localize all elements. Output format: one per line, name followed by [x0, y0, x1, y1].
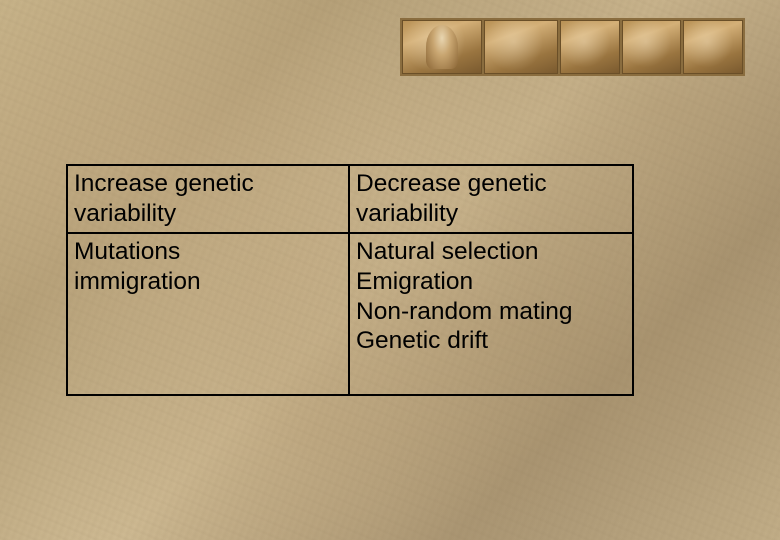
col-body-decrease: Natural selection Emigration Non-random … — [350, 234, 632, 394]
portrait-shape — [426, 25, 458, 69]
body-text: Non-random mating — [356, 297, 626, 327]
variability-table: Increase genetic variability Mutations i… — [66, 164, 634, 396]
header-panel-4 — [622, 20, 682, 74]
header-image-band — [400, 18, 745, 76]
header-panel-3 — [560, 20, 620, 74]
header-panel-portrait — [402, 20, 482, 74]
header-panel-2 — [484, 20, 559, 74]
table-col-increase: Increase genetic variability Mutations i… — [68, 166, 350, 394]
body-text: Mutations — [74, 237, 342, 267]
body-text: Emigration — [356, 267, 626, 297]
body-text: Natural selection — [356, 237, 626, 267]
col-header-increase: Increase genetic variability — [68, 166, 348, 234]
table-col-decrease: Decrease genetic variability Natural sel… — [350, 166, 632, 394]
col-body-increase: Mutations immigration — [68, 234, 348, 394]
header-text: Decrease genetic — [356, 169, 626, 199]
header-text: Increase genetic — [74, 169, 342, 199]
header-panel-5 — [683, 20, 743, 74]
header-text: variability — [74, 199, 342, 229]
header-text: variability — [356, 199, 626, 229]
col-header-decrease: Decrease genetic variability — [350, 166, 632, 234]
body-text: Genetic drift — [356, 326, 626, 356]
body-text: immigration — [74, 267, 342, 297]
